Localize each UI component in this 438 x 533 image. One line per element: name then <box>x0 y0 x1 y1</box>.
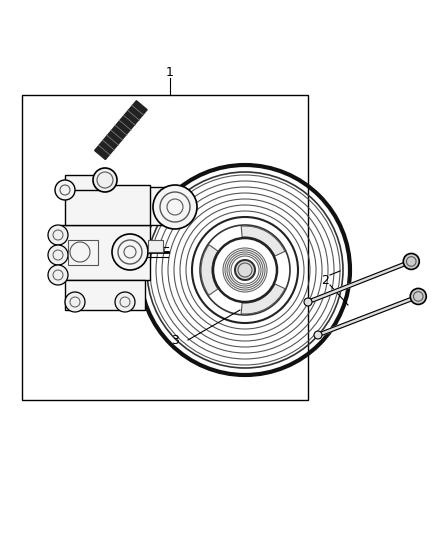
Bar <box>65 175 105 190</box>
Circle shape <box>115 292 135 312</box>
Circle shape <box>304 298 312 306</box>
Circle shape <box>48 225 68 245</box>
Circle shape <box>235 260 255 280</box>
Wedge shape <box>241 284 285 314</box>
Circle shape <box>403 254 419 270</box>
Bar <box>22 95 308 400</box>
Bar <box>60 225 150 280</box>
Circle shape <box>153 185 197 229</box>
Bar <box>65 280 145 310</box>
Bar <box>65 185 150 225</box>
Text: 1: 1 <box>166 66 174 78</box>
Wedge shape <box>241 226 285 256</box>
Circle shape <box>314 331 322 339</box>
Wedge shape <box>201 245 218 295</box>
Circle shape <box>93 168 117 192</box>
Circle shape <box>410 288 426 304</box>
Circle shape <box>112 234 148 270</box>
Polygon shape <box>318 296 415 337</box>
Circle shape <box>48 265 68 285</box>
Bar <box>68 240 98 265</box>
Bar <box>148 240 163 252</box>
Circle shape <box>48 245 68 265</box>
Text: 3: 3 <box>171 334 179 346</box>
Polygon shape <box>307 261 408 304</box>
Circle shape <box>65 292 85 312</box>
Text: 2: 2 <box>321 273 329 287</box>
Bar <box>145 187 173 225</box>
Circle shape <box>55 180 75 200</box>
Polygon shape <box>95 101 147 159</box>
